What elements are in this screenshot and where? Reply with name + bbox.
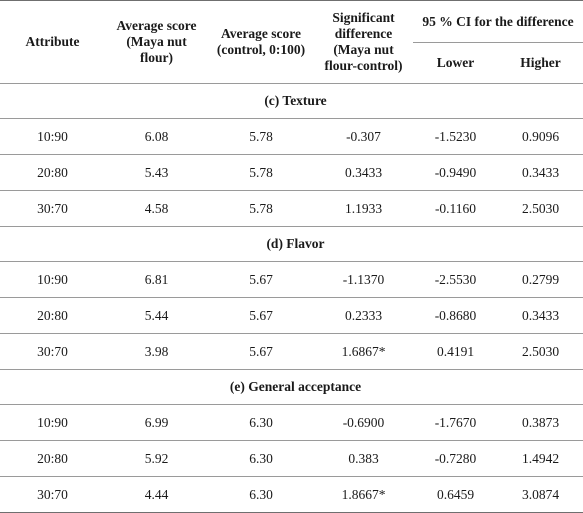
cell-higher: 0.3433: [498, 297, 583, 334]
cell-higher: 1.4942: [498, 440, 583, 477]
cell-higher: 2.5030: [498, 333, 583, 370]
cell-lower: -1.7670: [413, 404, 498, 441]
cell-avg-maya: 5.43: [105, 154, 208, 191]
cell-avg-control: 6.30: [208, 476, 314, 513]
cell-ratio: 10:90: [0, 118, 105, 155]
cell-ratio: 10:90: [0, 404, 105, 441]
cell-avg-maya: 6.08: [105, 118, 208, 155]
cell-ratio: 30:70: [0, 190, 105, 227]
cell-avg-control: 5.78: [208, 190, 314, 227]
header-avg-maya: Average score (Maya nut flour): [105, 0, 208, 84]
cell-avg-maya: 4.44: [105, 476, 208, 513]
cell-ratio: 30:70: [0, 476, 105, 513]
cell-ratio: 20:80: [0, 440, 105, 477]
cell-diff: 1.6867*: [314, 333, 413, 370]
cell-diff: 0.2333: [314, 297, 413, 334]
table-row: 10:90 6.99 6.30 -0.6900 -1.7670 0.3873: [0, 404, 583, 441]
cell-ratio: 20:80: [0, 154, 105, 191]
section-title: (c) Texture: [0, 83, 583, 119]
cell-avg-control: 5.67: [208, 297, 314, 334]
table-row: 10:90 6.81 5.67 -1.1370 -2.5530 0.2799: [0, 261, 583, 298]
table-row: 30:70 4.58 5.78 1.1933 -0.1160 2.5030: [0, 190, 583, 227]
cell-lower: 0.4191: [413, 333, 498, 370]
cell-diff: 0.3433: [314, 154, 413, 191]
table-row: 20:80 5.92 6.30 0.383 -0.7280 1.4942: [0, 440, 583, 477]
cell-ratio: 10:90: [0, 261, 105, 298]
section-row: (d) Flavor: [0, 226, 583, 262]
section-row: (c) Texture: [0, 83, 583, 119]
header-attribute: Attribute: [0, 0, 105, 84]
cell-lower: -0.8680: [413, 297, 498, 334]
cell-avg-control: 5.78: [208, 154, 314, 191]
cell-avg-control: 5.67: [208, 333, 314, 370]
table-row: 30:70 4.44 6.30 1.8667* 0.6459 3.0874: [0, 476, 583, 513]
section-row: (e) General acceptance: [0, 369, 583, 405]
cell-avg-control: 6.30: [208, 440, 314, 477]
cell-avg-maya: 4.58: [105, 190, 208, 227]
header-higher: Higher: [520, 55, 561, 70]
cell-diff: 0.383: [314, 440, 413, 477]
table-row: 30:70 3.98 5.67 1.6867* 0.4191 2.5030: [0, 333, 583, 370]
cell-avg-control: 5.78: [208, 118, 314, 155]
cell-higher: 0.2799: [498, 261, 583, 298]
cell-avg-maya: 6.81: [105, 261, 208, 298]
cell-lower: -0.1160: [413, 190, 498, 227]
cell-lower: -0.9490: [413, 154, 498, 191]
cell-higher: 2.5030: [498, 190, 583, 227]
header-avg-control: Average score (control, 0:100): [208, 0, 314, 84]
cell-diff: 1.1933: [314, 190, 413, 227]
header-ci: 95 % CI for the difference: [413, 0, 583, 43]
cell-diff: -0.307: [314, 118, 413, 155]
cell-diff: 1.8667*: [314, 476, 413, 513]
table-row: 20:80 5.43 5.78 0.3433 -0.9490 0.3433: [0, 154, 583, 191]
cell-lower: 0.6459: [413, 476, 498, 513]
cell-lower: -2.5530: [413, 261, 498, 298]
cell-lower: -1.5230: [413, 118, 498, 155]
cell-avg-maya: 6.99: [105, 404, 208, 441]
cell-avg-maya: 5.92: [105, 440, 208, 477]
cell-avg-control: 5.67: [208, 261, 314, 298]
cell-avg-maya: 3.98: [105, 333, 208, 370]
cell-higher: 0.3433: [498, 154, 583, 191]
header-lower: Lower: [436, 55, 475, 70]
cell-avg-maya: 5.44: [105, 297, 208, 334]
cell-higher: 3.0874: [498, 476, 583, 513]
section-title: (d) Flavor: [0, 226, 583, 262]
table-row: 20:80 5.44 5.67 0.2333 -0.8680 0.3433: [0, 297, 583, 334]
header-sig-diff: Significant difference (Maya nut flour-c…: [314, 0, 413, 84]
cell-ratio: 30:70: [0, 333, 105, 370]
table-body: (c) Texture 10:90 6.08 5.78 -0.307 -1.5230 0.9…: [0, 83, 583, 513]
table-row: 10:90 6.08 5.78 -0.307 -1.5230 0.9096: [0, 118, 583, 155]
cell-lower: -0.7280: [413, 440, 498, 477]
cell-higher: 0.9096: [498, 118, 583, 155]
cell-avg-control: 6.30: [208, 404, 314, 441]
cell-diff: -0.6900: [314, 404, 413, 441]
cell-higher: 0.3873: [498, 404, 583, 441]
section-title: (e) General acceptance: [0, 369, 583, 405]
cell-diff: -1.1370: [314, 261, 413, 298]
cell-ratio: 20:80: [0, 297, 105, 334]
